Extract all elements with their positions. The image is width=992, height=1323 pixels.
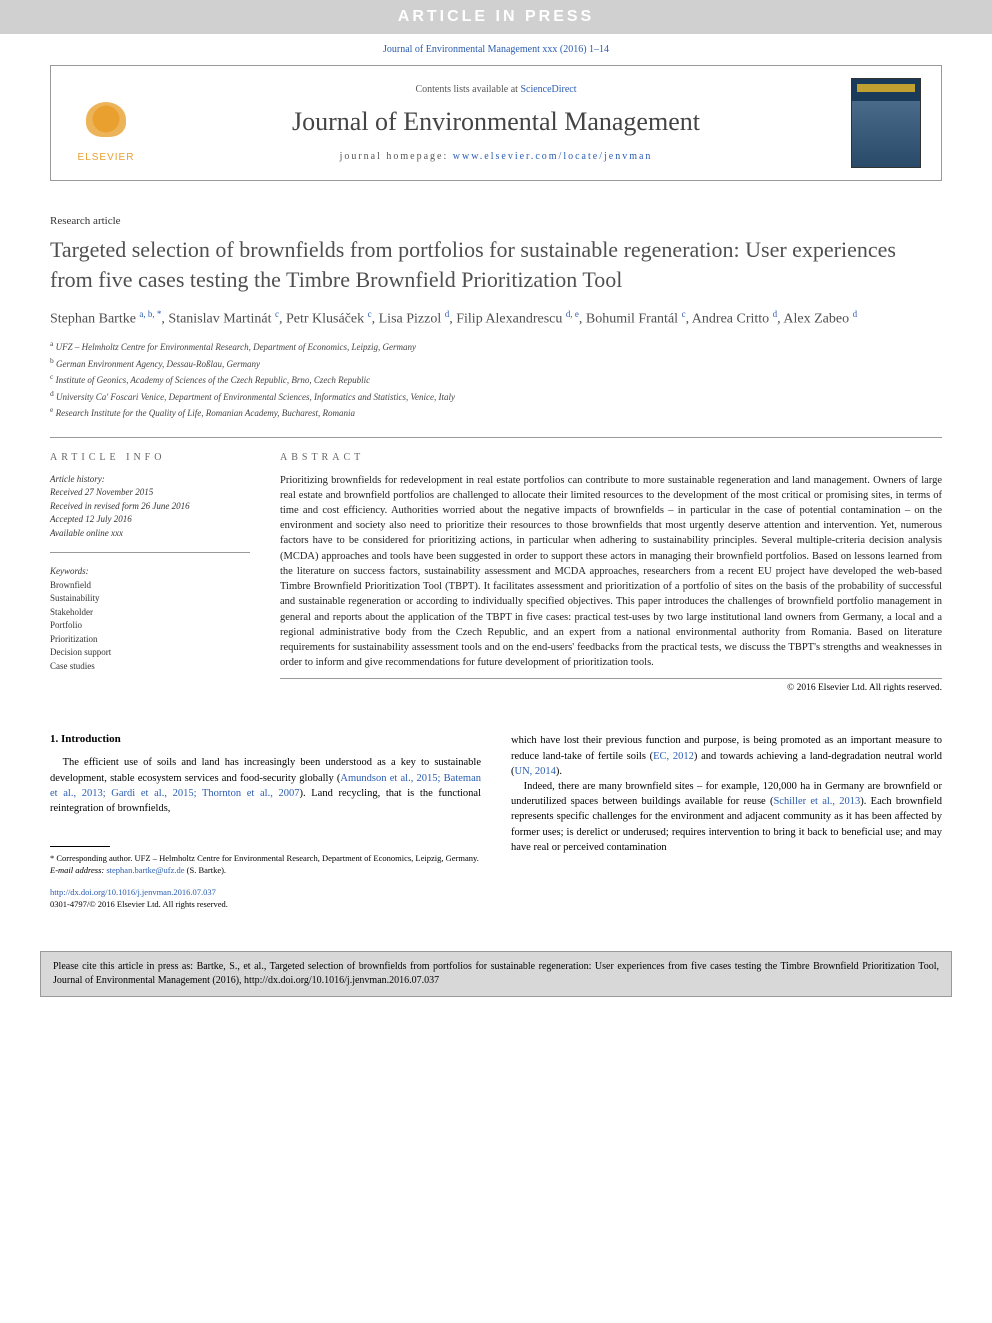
affiliation-item: d University Ca' Foscari Venice, Departm… — [50, 388, 942, 405]
abstract-text: Prioritizing brownfields for redevelopme… — [280, 473, 942, 680]
doi-link[interactable]: http://dx.doi.org/10.1016/j.jenvman.2016… — [50, 887, 216, 897]
footnote-separator — [50, 846, 110, 847]
affiliation-item: c Institute of Geonics, Academy of Scien… — [50, 371, 942, 388]
article-type: Research article — [50, 215, 942, 227]
contents-available: Contents lists available at ScienceDirec… — [161, 84, 831, 95]
doi-block: http://dx.doi.org/10.1016/j.jenvman.2016… — [50, 887, 481, 911]
section-1-heading: 1. Introduction — [50, 733, 481, 745]
homepage-link[interactable]: www.elsevier.com/locate/jenvman — [453, 151, 653, 162]
author-list: Stephan Bartke a, b, *, Stanislav Martin… — [50, 308, 942, 330]
history-label: Article history: — [50, 474, 105, 484]
affiliation-item: a UFZ – Helmholtz Centre for Environment… — [50, 338, 942, 355]
corresponding-author: * Corresponding author. UFZ – Helmholtz … — [50, 853, 481, 865]
affiliation-item: e Research Institute for the Quality of … — [50, 404, 942, 421]
email-suffix: (S. Bartke). — [185, 865, 227, 875]
keyword-item: Portfolio — [50, 619, 250, 633]
ref-schiller[interactable]: Schiller et al., 2013 — [773, 796, 860, 807]
keyword-item: Prioritization — [50, 633, 250, 647]
journal-title: Journal of Environmental Management — [161, 107, 831, 137]
keyword-item: Decision support — [50, 646, 250, 660]
keywords-block: Keywords: BrownfieldSustainabilityStakeh… — [50, 565, 250, 673]
citation-box: Please cite this article in press as: Ba… — [40, 951, 952, 997]
contents-prefix: Contents lists available at — [415, 84, 520, 95]
intro-col1: The efficient use of soils and land has … — [50, 755, 481, 816]
keyword-item: Case studies — [50, 660, 250, 674]
issn-copyright: 0301-4797/© 2016 Elsevier Ltd. All right… — [50, 899, 228, 909]
keyword-item: Sustainability — [50, 592, 250, 606]
abstract-label: ABSTRACT — [280, 452, 942, 463]
article-in-press-banner: ARTICLE IN PRESS — [0, 0, 992, 34]
affiliation-list: a UFZ – Helmholtz Centre for Environment… — [50, 338, 942, 421]
email-link[interactable]: stephan.bartke@ufz.de — [106, 865, 184, 875]
journal-header: ELSEVIER Contents lists available at Sci… — [50, 65, 942, 181]
homepage-prefix: journal homepage: — [340, 151, 453, 162]
history-accepted: Accepted 12 July 2016 — [50, 514, 132, 524]
publisher-name: ELSEVIER — [78, 152, 135, 163]
article-info-label: ARTICLE INFO — [50, 452, 250, 463]
citation-header: Journal of Environmental Management xxx … — [0, 34, 992, 65]
intro-col2: which have lost their previous function … — [511, 733, 942, 855]
article-title: Targeted selection of brownfields from p… — [50, 235, 942, 294]
article-history: Article history: Received 27 November 20… — [50, 473, 250, 554]
history-revised: Received in revised form 26 June 2016 — [50, 501, 190, 511]
keyword-item: Brownfield — [50, 579, 250, 593]
elsevier-tree-icon — [76, 97, 136, 152]
ref-un2014[interactable]: UN, 2014 — [515, 766, 556, 777]
abstract-copyright: © 2016 Elsevier Ltd. All rights reserved… — [280, 683, 942, 693]
footnotes: * Corresponding author. UFZ – Helmholtz … — [50, 853, 481, 877]
keyword-item: Stakeholder — [50, 606, 250, 620]
elsevier-logo: ELSEVIER — [71, 83, 141, 163]
history-received: Received 27 November 2015 — [50, 487, 153, 497]
ref-ec2012[interactable]: EC, 2012 — [653, 751, 694, 762]
email-label: E-mail address: — [50, 865, 106, 875]
sciencedirect-link[interactable]: ScienceDirect — [520, 84, 576, 95]
keywords-label: Keywords: — [50, 565, 250, 579]
journal-cover-thumbnail — [851, 78, 921, 168]
affiliation-item: b German Environment Agency, Dessau-Roßl… — [50, 355, 942, 372]
history-online: Available online xxx — [50, 528, 123, 538]
journal-homepage: journal homepage: www.elsevier.com/locat… — [161, 151, 831, 162]
col2-text-3: ). — [556, 766, 562, 777]
